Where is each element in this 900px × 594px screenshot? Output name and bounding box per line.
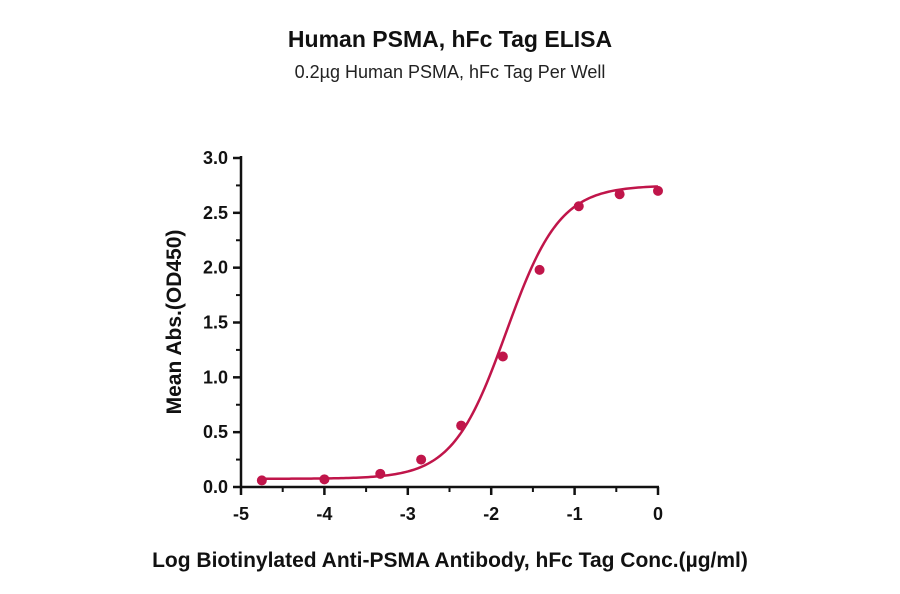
x-axis-label: Log Biotinylated Anti-PSMA Antibody, hFc… [152,549,748,572]
x-tick-label: -3 [400,504,416,524]
chart-title: Human PSMA, hFc Tag ELISA [287,26,613,52]
chart-subtitle: 0.2µg Human PSMA, hFc Tag Per Well [294,62,606,82]
x-tick-label: -5 [233,504,249,524]
data-point [534,264,545,275]
x-tick-label: -4 [316,504,332,524]
axes: 0.0 0.5 1.0 1.5 2.0 2.5 3.0 -5 -4 -3 -2 -1 0 [203,148,663,524]
y-tick-label: 2.0 [203,258,228,278]
y-tick-label: 2.5 [203,203,228,223]
data-point [416,454,427,465]
y-tick-label: 1.0 [203,367,228,387]
x-tick-label: -2 [483,504,499,524]
data-point [375,468,386,479]
data-point [653,185,663,196]
y-tick-label: 3.0 [203,148,228,168]
fit-curve-layer [261,185,659,480]
y-tick-label: 0.0 [203,477,228,497]
data-point [456,420,467,431]
data-point [256,475,267,486]
y-axis-label: Mean Abs.(OD450) [163,230,186,415]
x-tick-label: -1 [567,504,583,524]
data-points-layer [256,185,663,486]
x-tick-label: 0 [653,504,663,524]
data-point [573,201,584,212]
y-tick-label: 1.5 [203,313,228,333]
y-tick-label: 0.5 [203,422,228,442]
data-point [614,189,625,200]
data-point [497,351,508,362]
fit-curve [261,185,659,480]
data-point [319,474,330,485]
